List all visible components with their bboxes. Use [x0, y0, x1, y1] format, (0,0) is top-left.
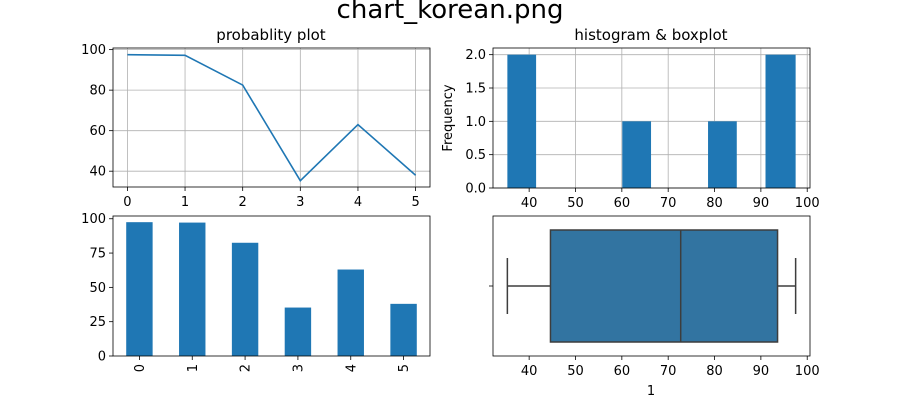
bar-chart-bar: [179, 222, 206, 356]
boxplot-xtick-label: 100: [795, 364, 820, 379]
line-chart-ytick-label: 80: [89, 84, 106, 99]
bar-chart-xtick-label: 4: [344, 364, 359, 372]
bar-chart-bar: [284, 307, 312, 356]
figure-suptitle: chart_korean.png: [337, 0, 564, 25]
line-chart-xtick-label: 0: [123, 195, 131, 210]
bar-chart-bar: [231, 242, 259, 356]
line-chart-series: [127, 53, 417, 182]
boxplot-box: [549, 229, 779, 343]
histogram-xtick-label: 70: [660, 196, 677, 211]
bar-chart-ytick-label: 100: [81, 212, 106, 227]
bar-chart-xtick-label: 3: [291, 364, 306, 372]
histogram-bar: [622, 121, 652, 188]
histogram-xtick-label: 50: [567, 196, 584, 211]
bar-chart-xtick-label: 5: [397, 364, 412, 372]
line-chart-xtick-label: 5: [411, 195, 419, 210]
bar-chart-ytick-label: 50: [89, 281, 106, 296]
line-chart-frame: [112, 47, 431, 188]
boxplot-xtick-label: 60: [614, 364, 631, 379]
bar-chart-xtick-label: 0: [133, 364, 148, 372]
bar-chart-panel: 0 25 50 75 100 0 1 2 3 4 5: [81, 212, 431, 372]
histogram-xtick-label: 60: [614, 196, 631, 211]
line-chart-ytick-label: 100: [81, 43, 106, 58]
bar-chart-xtick-label: 2: [239, 364, 254, 372]
histogram-bar: [765, 54, 796, 188]
line-chart-xtick-label: 1: [181, 195, 189, 210]
line-chart-panel: probablity plot 0 1 2 3 4 5 40 60 80 100: [81, 26, 431, 210]
histogram-ytick-label: 1.0: [465, 115, 486, 130]
boxplot-xtick-label: 70: [660, 364, 677, 379]
histogram-ylabel: Frequency: [441, 84, 456, 151]
line-chart-xtick-label: 3: [296, 195, 304, 210]
histogram-xtick-label: 90: [753, 196, 770, 211]
boxplot-xtick-label: 90: [753, 364, 770, 379]
bar-chart-frame: [112, 215, 431, 357]
histogram-xtick-label: 100: [795, 196, 820, 211]
line-chart-xtick-label: 4: [354, 195, 362, 210]
bar-chart-bar: [337, 269, 364, 356]
line-chart-ytick-label: 60: [89, 124, 106, 139]
histogram-bar: [708, 121, 737, 188]
line-chart-ytick-label: 40: [89, 165, 106, 180]
boxplot-panel: 40 50 60 70 80 90 100 1: [489, 215, 820, 399]
boxplot-xtick-label: 50: [567, 364, 584, 379]
histogram-ytick-label: 2.0: [465, 48, 486, 63]
bar-chart-bar: [126, 222, 153, 356]
boxplot-xlabel: 1: [647, 384, 655, 399]
bar-chart-ytick-label: 0: [98, 350, 106, 365]
bar-chart-bar: [390, 303, 417, 356]
line-chart-title: probablity plot: [216, 26, 325, 44]
histogram-ytick-label: 0.0: [465, 182, 486, 197]
bar-chart-ytick-label: 75: [89, 247, 106, 262]
histogram-ytick-label: 1.5: [465, 82, 486, 97]
histogram-panel: histogram & boxplot 40 50 60 70 80 90 100 0.0 0.…: [441, 26, 820, 211]
bar-chart-xtick-label: 1: [186, 364, 201, 372]
line-chart-xtick-label: 2: [239, 195, 247, 210]
histogram-bar: [507, 54, 537, 188]
bar-chart-ytick-label: 25: [89, 315, 106, 330]
histogram-title: histogram & boxplot: [574, 26, 727, 44]
histogram-ytick-label: 0.5: [465, 148, 486, 163]
histogram-frame: [492, 47, 811, 189]
histogram-xtick-label: 80: [706, 196, 723, 211]
histogram-xtick-label: 40: [521, 196, 538, 211]
boxplot-xtick-label: 80: [706, 364, 723, 379]
boxplot-xtick-label: 40: [521, 364, 538, 379]
